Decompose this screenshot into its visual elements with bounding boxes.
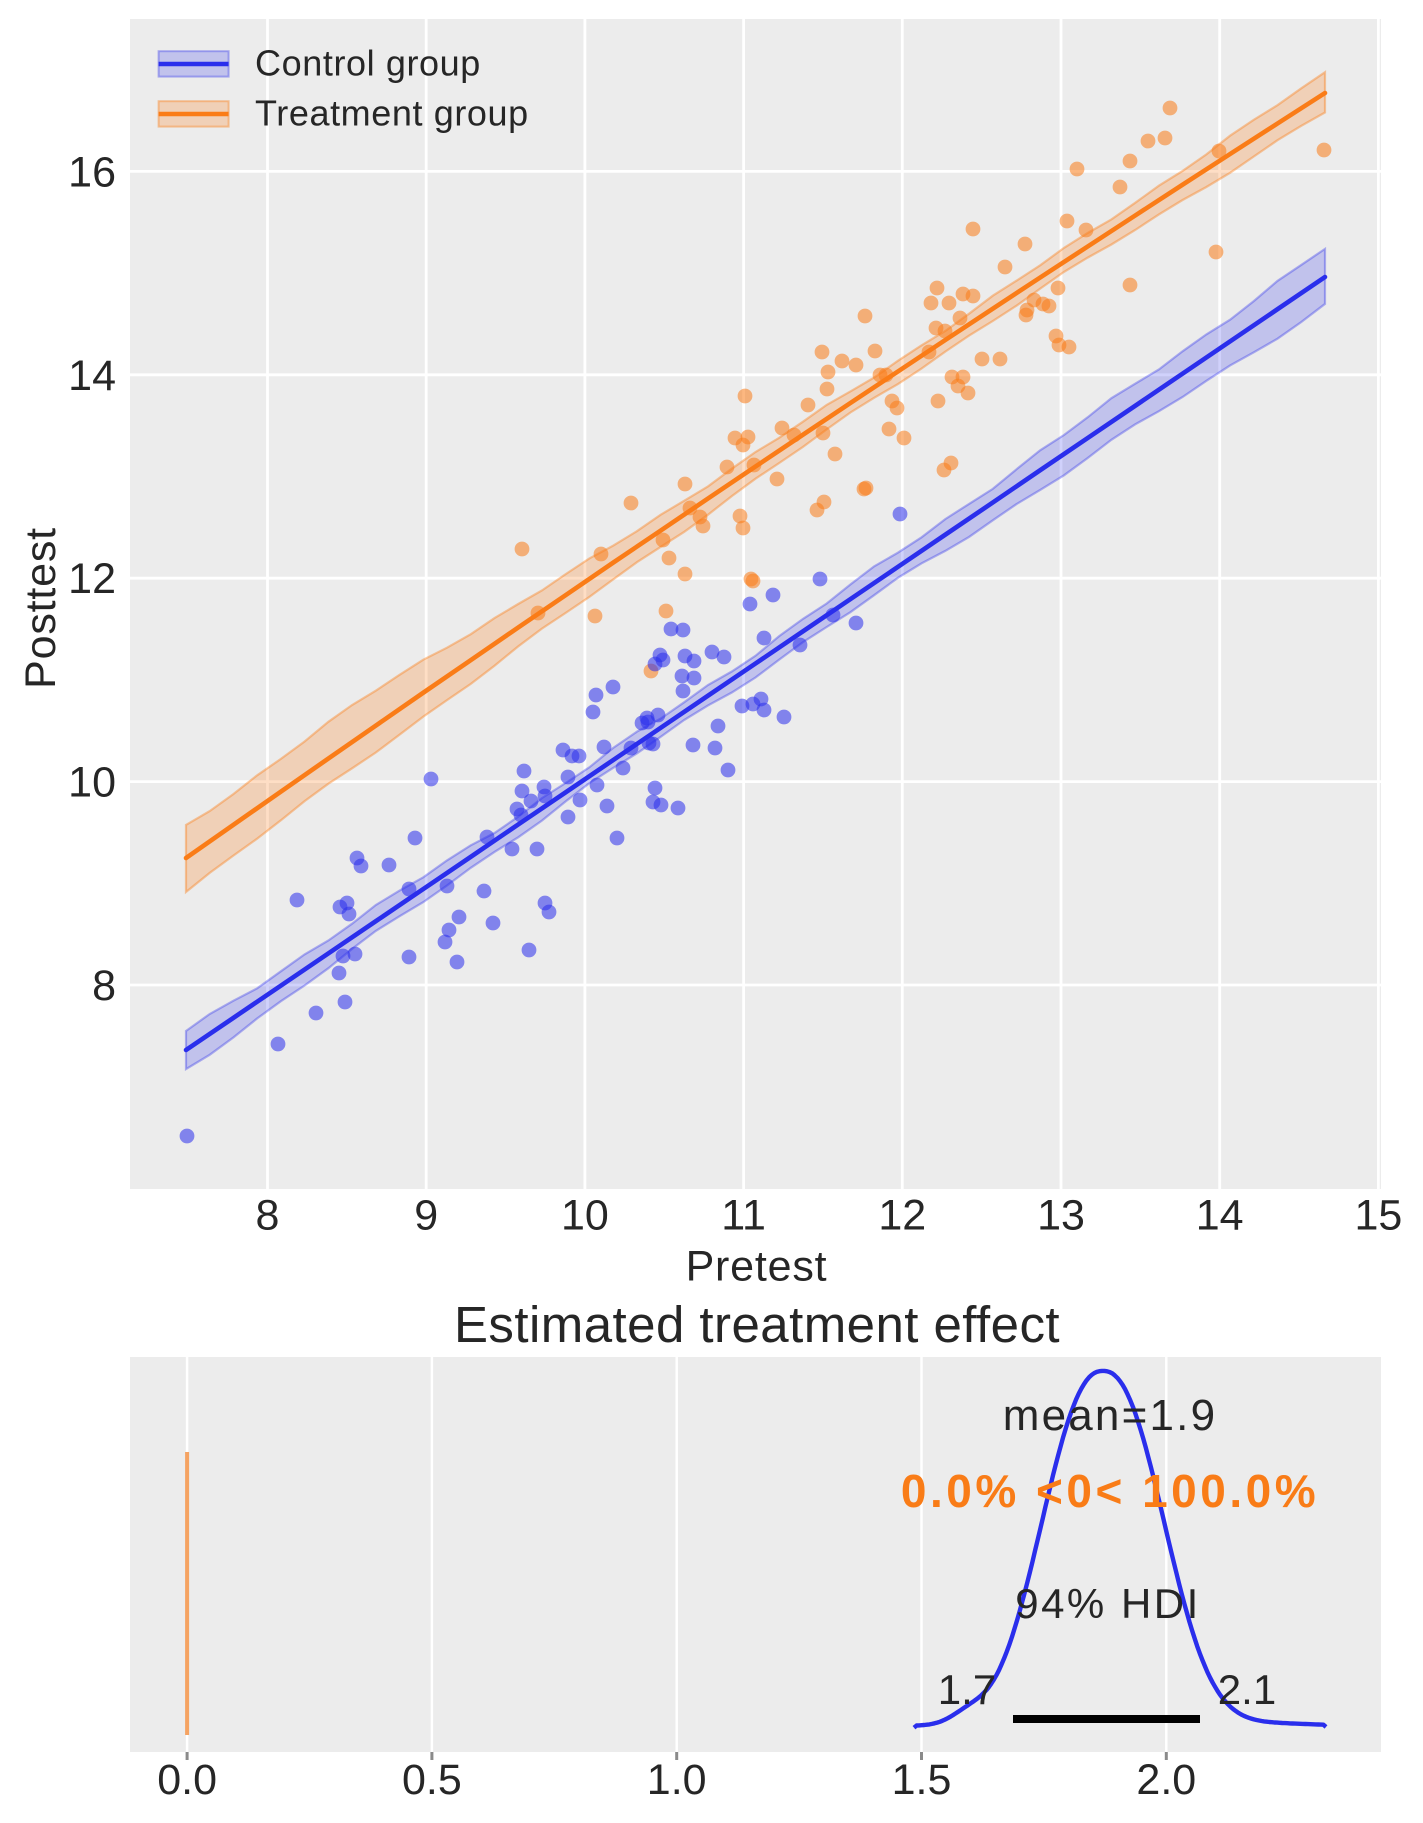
svg-text:1.0: 1.0 bbox=[647, 1756, 707, 1804]
svg-text:12: 12 bbox=[878, 1191, 926, 1239]
svg-text:1.7: 1.7 bbox=[938, 1666, 996, 1713]
svg-text:11: 11 bbox=[721, 1191, 766, 1239]
svg-text:0.5: 0.5 bbox=[402, 1756, 462, 1804]
svg-text:0.0% <0< 100.0%: 0.0% <0< 100.0% bbox=[901, 1465, 1319, 1517]
svg-text:Treatment group: Treatment group bbox=[255, 93, 529, 134]
svg-text:10: 10 bbox=[561, 1191, 609, 1239]
svg-text:12: 12 bbox=[68, 555, 116, 603]
svg-text:mean=1.9: mean=1.9 bbox=[1003, 1391, 1218, 1440]
svg-text:10: 10 bbox=[68, 759, 116, 807]
svg-text:0.0: 0.0 bbox=[157, 1756, 217, 1804]
svg-text:14: 14 bbox=[68, 352, 116, 400]
svg-text:8: 8 bbox=[92, 962, 116, 1010]
svg-text:9: 9 bbox=[414, 1191, 438, 1239]
svg-text:1.5: 1.5 bbox=[892, 1756, 952, 1804]
svg-text:14: 14 bbox=[1196, 1191, 1244, 1239]
svg-text:Control group: Control group bbox=[255, 43, 481, 84]
svg-text:Posttest: Posttest bbox=[17, 527, 65, 689]
svg-text:16: 16 bbox=[68, 148, 116, 196]
svg-text:13: 13 bbox=[1037, 1191, 1085, 1239]
svg-text:8: 8 bbox=[256, 1191, 280, 1239]
svg-text:2.1: 2.1 bbox=[1218, 1666, 1276, 1713]
svg-text:15: 15 bbox=[1354, 1191, 1402, 1239]
svg-text:Estimated treatment effect: Estimated treatment effect bbox=[454, 1296, 1060, 1353]
svg-text:94% HDI: 94% HDI bbox=[1015, 1580, 1201, 1627]
svg-text:2.0: 2.0 bbox=[1136, 1756, 1196, 1804]
svg-text:Pretest: Pretest bbox=[686, 1242, 828, 1290]
